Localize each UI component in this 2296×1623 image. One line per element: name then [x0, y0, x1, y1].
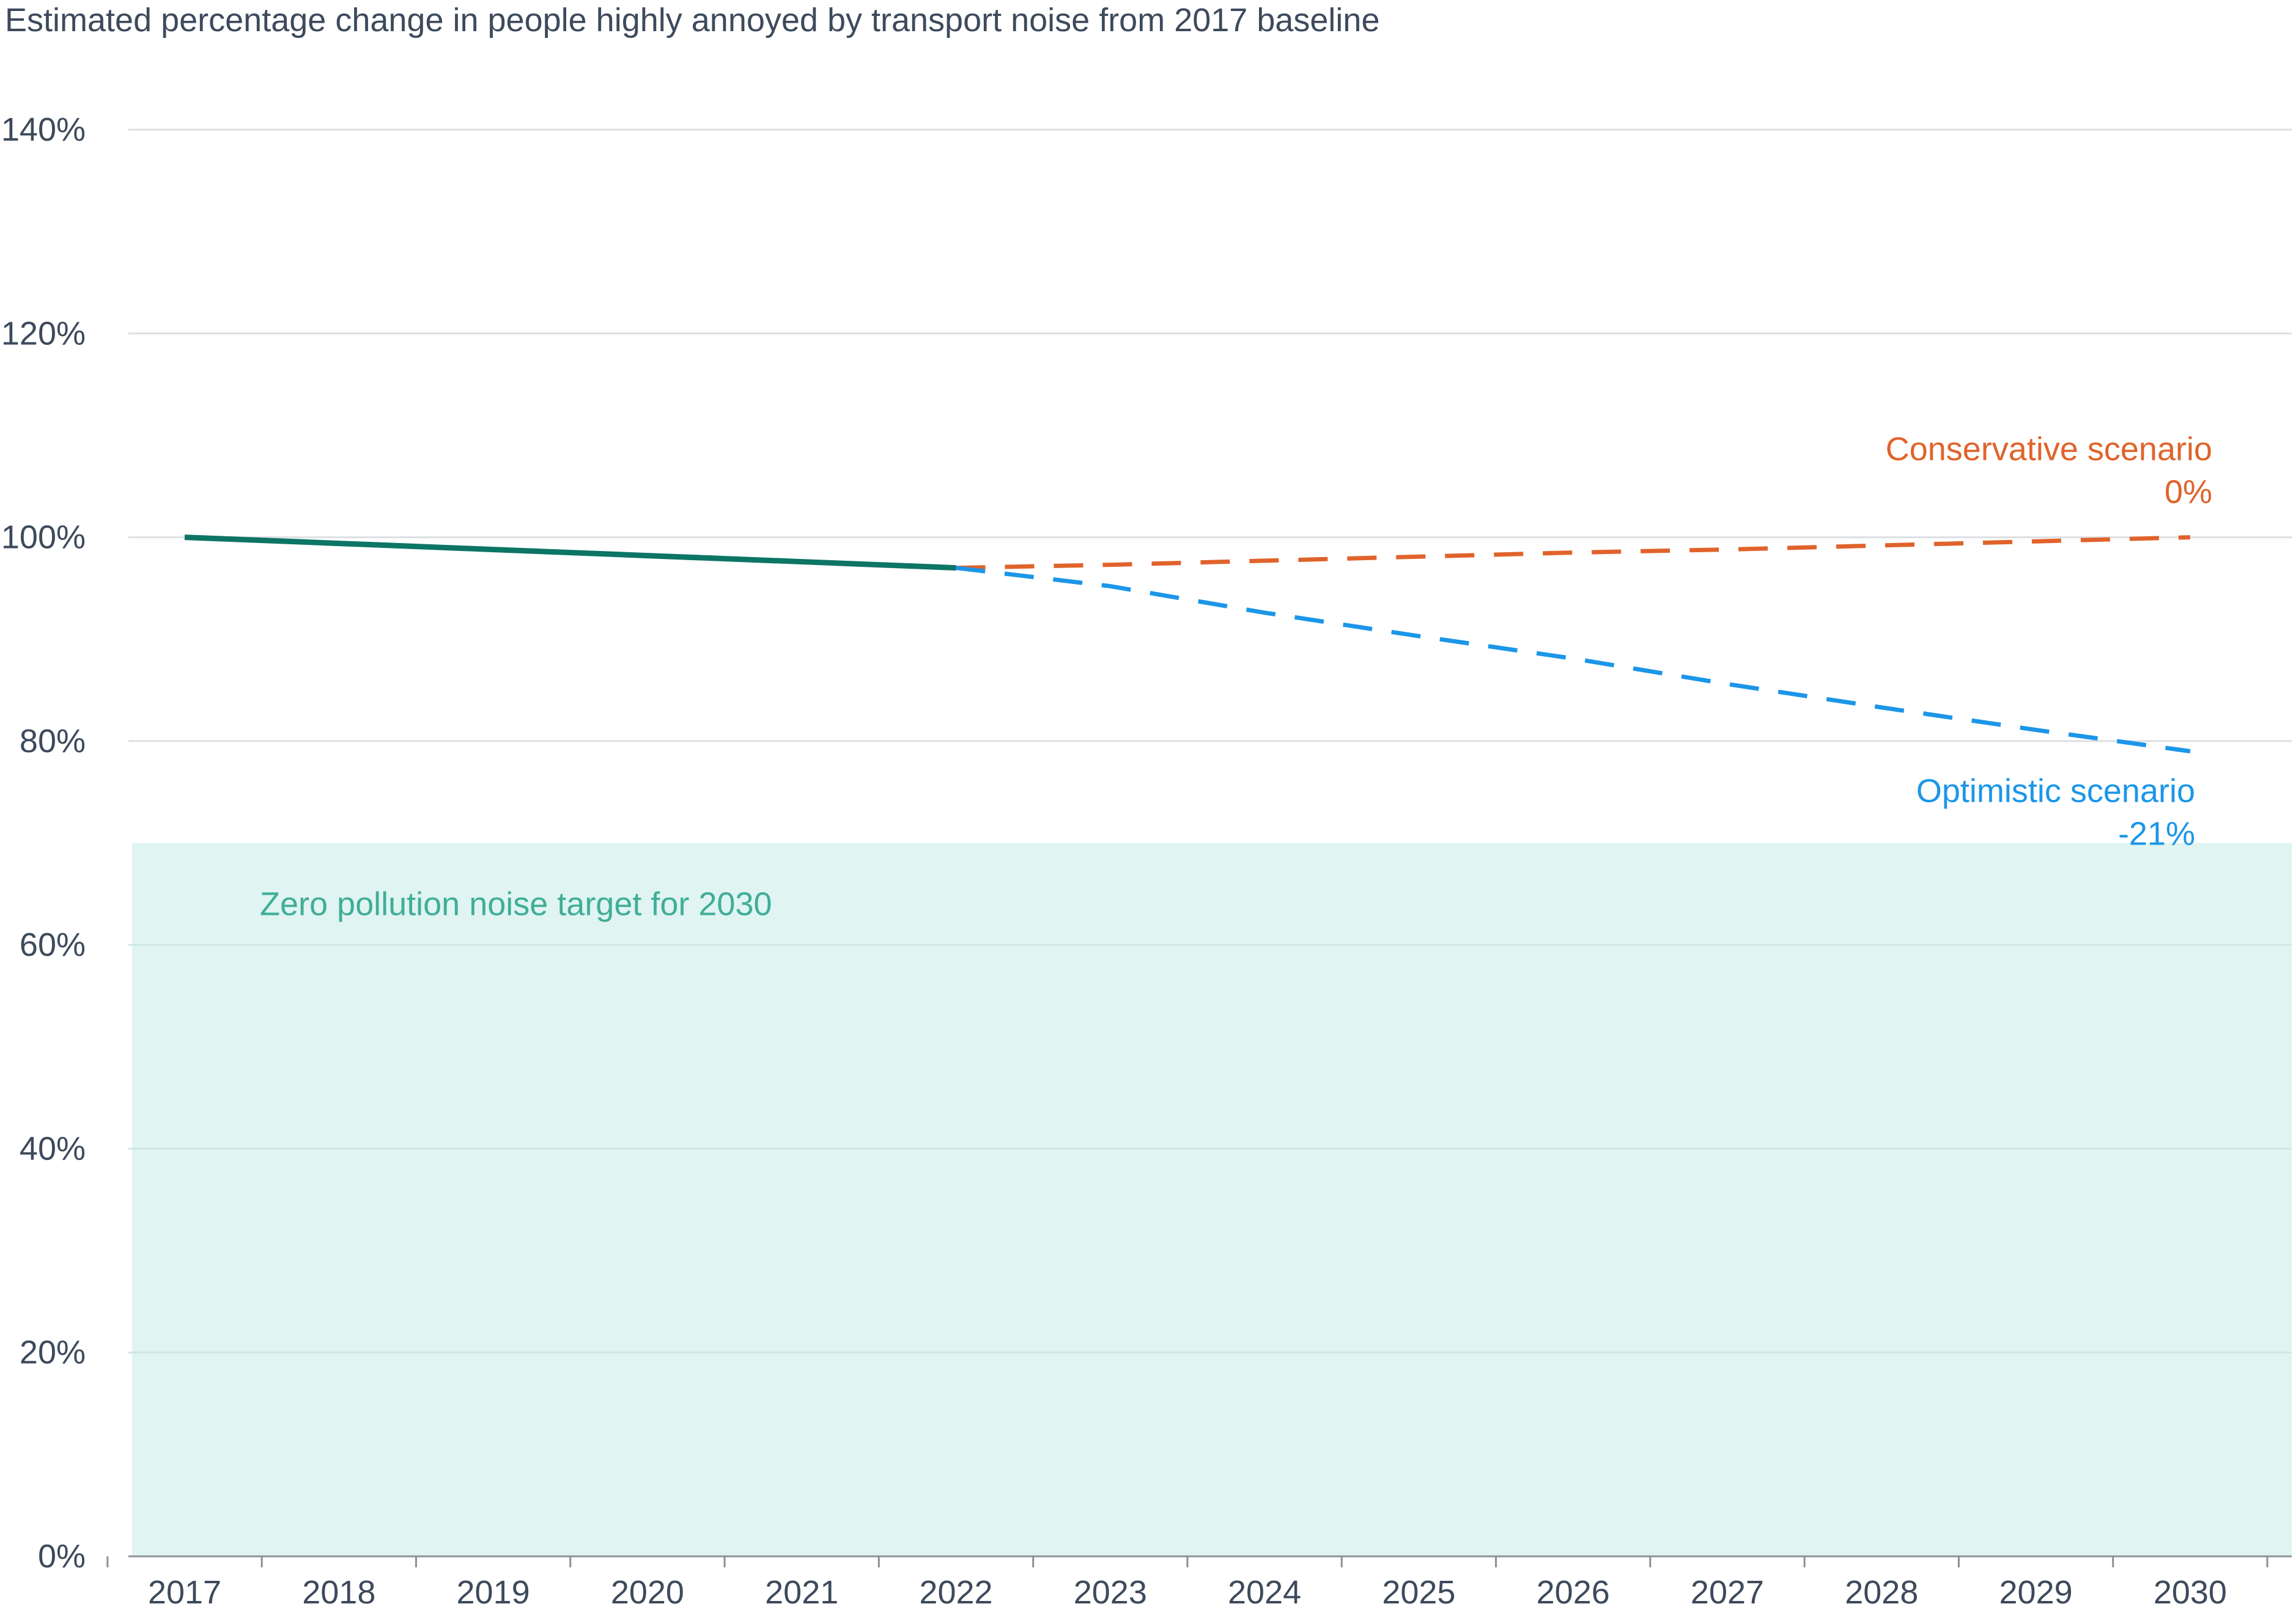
series-line-observed [184, 534, 956, 571]
x-tick-label: 2027 [1691, 1574, 1764, 1611]
y-tick-label: 120% [1, 315, 86, 352]
series-lines [184, 534, 2191, 753]
y-axis: 0% 20% 40% 60% 80% 100% 120% 140% [1, 111, 86, 1575]
x-tick-label: 2017 [148, 1574, 221, 1611]
x-tick-label: 2023 [1074, 1574, 1147, 1611]
x-tick-label: 2030 [2154, 1574, 2227, 1611]
x-tick-label: 2025 [1382, 1574, 1455, 1611]
target-band [132, 843, 2292, 1556]
annotation-value: 0% [2165, 474, 2212, 511]
annotation-value: -21% [2118, 816, 2195, 852]
x-tick-label: 2018 [302, 1574, 375, 1611]
series-annotations: Conservative scenario 0% Optimistic scenar… [1886, 431, 2212, 852]
x-tick-label: 2028 [1845, 1574, 1918, 1611]
gridlines [128, 128, 2292, 1354]
y-tick-label: 40% [20, 1130, 86, 1167]
y-tick-label: 80% [20, 723, 86, 760]
y-tick-label: 60% [20, 926, 86, 963]
y-tick-label: 20% [20, 1334, 86, 1371]
x-tick-label: 2019 [457, 1574, 530, 1611]
chart-title: Estimated percentage change in people hi… [5, 2, 1380, 39]
annotation-label: Conservative scenario [1886, 431, 2212, 468]
x-tick-label: 2022 [919, 1574, 992, 1611]
x-axis: 2017 2018 2019 2020 2021 2022 2023 2024 2025 2026… [106, 1555, 2292, 1611]
annotation-label: Optimistic scenario [1916, 773, 2195, 810]
y-tick-label: 0% [38, 1538, 86, 1575]
x-tick-label: 2020 [611, 1574, 684, 1611]
series-line-optimistic [956, 566, 2191, 753]
series-line-conservative [956, 535, 2190, 571]
y-tick-label: 100% [1, 519, 86, 556]
target-band-label: Zero pollution noise target for 2030 [260, 886, 772, 923]
x-tick-label: 2026 [1537, 1574, 1610, 1611]
x-tick-label: 2024 [1228, 1574, 1301, 1611]
y-tick-label: 140% [1, 111, 86, 148]
x-tick-label: 2021 [765, 1574, 838, 1611]
x-tick-label: 2029 [1999, 1574, 2073, 1611]
